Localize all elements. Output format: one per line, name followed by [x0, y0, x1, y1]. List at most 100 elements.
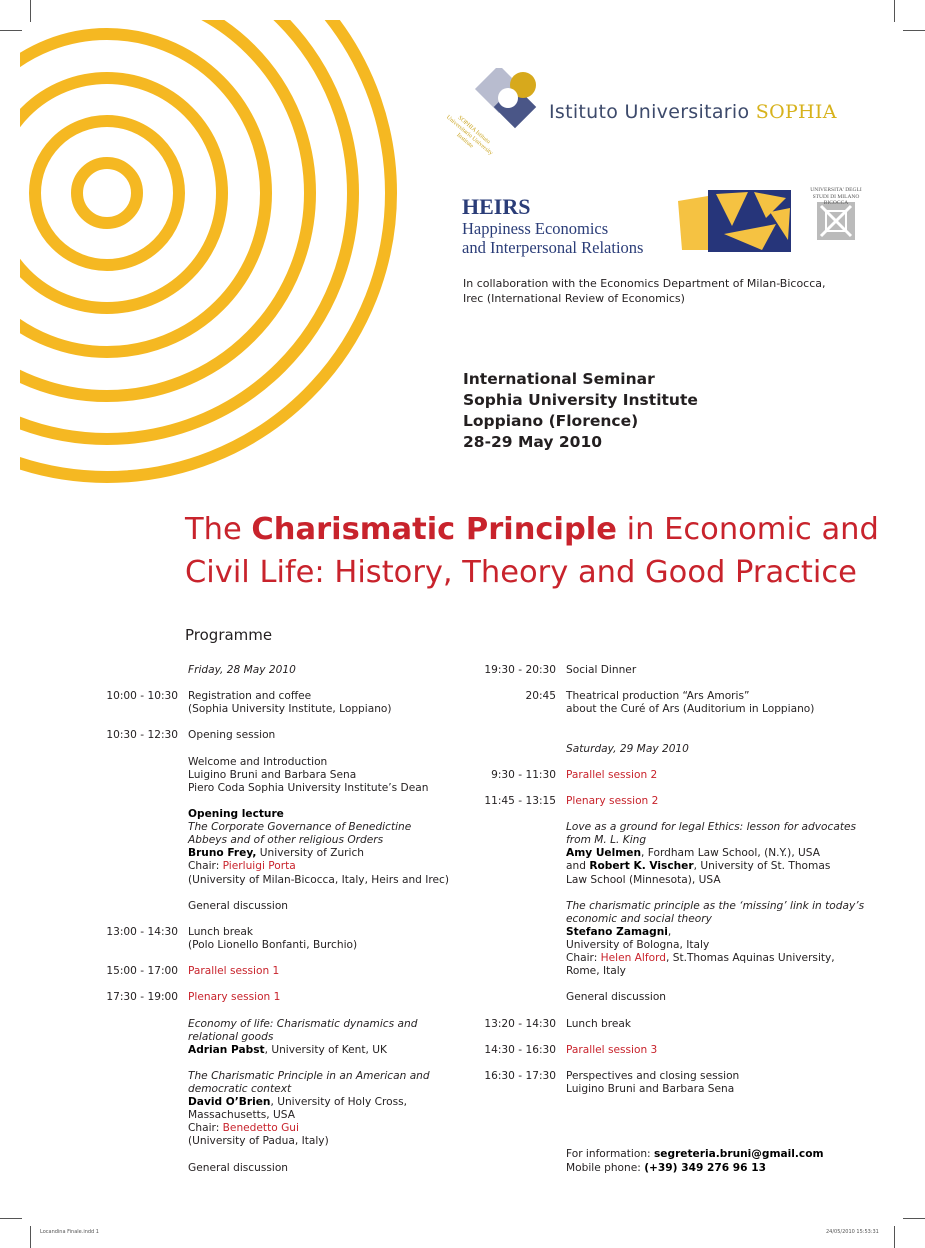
- title-suffix: in Economic and: [616, 512, 879, 547]
- programme-text: Abbeys and of other religious Orders: [188, 834, 384, 847]
- programme-text: Mobile phone:: [566, 1161, 645, 1174]
- programme-line: Bruno Frey, University of Zurich: [188, 847, 449, 860]
- programme-text: Luigino Bruni and Barbara Sena: [566, 1083, 735, 1095]
- highlighted-text: Parallel session 1: [188, 965, 280, 978]
- speaker-or-emphasis: Robert K. Vischer: [589, 860, 694, 873]
- programme-line: (University of Milan-Bicocca, Italy, Hei…: [188, 874, 449, 887]
- crop-mark: [894, 0, 895, 22]
- programme-line: General discussion: [188, 1162, 449, 1175]
- programme-line: Love as a ground for legal Ethics: lesso…: [566, 821, 864, 834]
- programme-line: The Corporate Governance of Benedictine: [188, 821, 449, 834]
- programme-text: (Sophia University Institute, Loppiano): [188, 703, 392, 716]
- spacer: [188, 978, 449, 991]
- crop-mark: [0, 30, 22, 31]
- institute-name-text: Istituto Universitario: [549, 101, 750, 123]
- spacer: [566, 1057, 864, 1070]
- programme-text: Massachusetts, USA: [188, 1109, 295, 1122]
- programme-line: Welcome and Introduction: [188, 756, 449, 769]
- seminar-dates: 28-29 May 2010: [463, 433, 603, 451]
- spacer: [188, 1057, 449, 1070]
- programme-line: Adrian Pabst, University of Kent, UK: [188, 1044, 449, 1057]
- programme-line: 19:30 - 20:30 Social Dinner: [484, 664, 864, 677]
- programme-line: The charismatic principle as the ‘missin…: [566, 900, 864, 913]
- footer-timestamp: 24/05/2010 15:53:31: [826, 1229, 879, 1235]
- programme-line: Piero Coda Sophia University Institute’s…: [188, 782, 449, 795]
- title-line-2: Civil Life: History, Theory and Good Pra…: [185, 555, 857, 590]
- programme-text: Economy of life: Charismatic dynamics an…: [188, 1017, 418, 1030]
- speaker-or-emphasis: Amy Uelmen: [566, 847, 642, 860]
- programme-text: Opening session: [188, 729, 276, 742]
- speaker-or-emphasis: (+39) 349 276 96 13: [644, 1161, 766, 1174]
- programme-line: Stefano Zamagni,: [566, 926, 864, 939]
- session-time: 20:45: [525, 690, 556, 703]
- institute-name-highlight: SOPHIA: [755, 101, 837, 123]
- spacer: [566, 782, 864, 795]
- programme-text: Chair:: [188, 860, 223, 873]
- programme-text: (University of Padua, Italy): [188, 1135, 329, 1148]
- programme-line: 16:30 - 17:30 Perspectives and closing se…: [484, 1070, 864, 1083]
- session-time: 9:30 - 11:30: [491, 768, 556, 781]
- programme-text: Social Dinner: [566, 664, 637, 676]
- programme-text: , University of Holy Cross,: [270, 1096, 408, 1109]
- spacer: [566, 756, 864, 769]
- title-prefix: The: [185, 512, 252, 547]
- programme-text: The Charismatic Principle in an American…: [188, 1069, 430, 1082]
- highlighted-text: Benedetto Gui: [222, 1122, 299, 1135]
- spacer: [566, 1135, 864, 1148]
- seminar-location: Loppiano (Florence): [463, 412, 639, 430]
- programme-line: Opening lecture: [188, 808, 449, 821]
- spacer: [188, 795, 449, 808]
- programme-text: democratic context: [188, 1083, 292, 1095]
- collaboration-line-2: Irec (International Review of Economics): [463, 292, 685, 305]
- seminar-venue: Sophia University Institute: [463, 391, 698, 409]
- session-time: 13:00 - 14:30: [106, 925, 178, 938]
- programme-text: Law School (Minnesota), USA: [566, 873, 721, 886]
- programme-text: General discussion: [566, 991, 667, 1004]
- spacer: [566, 808, 864, 821]
- programme-line: 17:30 - 19:00 Plenary session 1: [106, 991, 449, 1004]
- bicocca-logo-text: UNIVERSITA' DEGLI STUDI DI MILANO BICOCC…: [810, 187, 862, 206]
- programme-line: from M. L. King: [566, 834, 864, 847]
- programme-line: Economy of life: Charismatic dynamics an…: [188, 1018, 449, 1031]
- programme-text: , University of St. Thomas: [693, 860, 831, 873]
- heirs-title: HEIRS: [462, 194, 531, 219]
- heirs-subtitle-1: Happiness Economics: [462, 219, 609, 238]
- programme-text: Friday, 28 May 2010: [188, 664, 296, 676]
- programme-column-saturday: 19:30 - 20:30 Social Dinner 20:45 Theatrica…: [484, 664, 864, 1175]
- footer-file-name: Locandina Finale.indd 1: [40, 1229, 99, 1235]
- programme-line: The Charismatic Principle in an American…: [188, 1070, 449, 1083]
- programme-line: 14:30 - 16:30 Parallel session 3: [484, 1043, 864, 1057]
- crop-mark: [30, 0, 31, 22]
- crop-mark: [903, 30, 925, 31]
- speaker-or-emphasis: Stefano Zamagni: [566, 925, 668, 938]
- programme-line: Massachusetts, USA: [188, 1109, 449, 1122]
- speaker-or-emphasis: Bruno Frey,: [188, 847, 257, 860]
- programme-text: Lunch break: [188, 925, 254, 938]
- programme-text: ,: [667, 925, 672, 938]
- programme-line: 9:30 - 11:30 Parallel session 2: [491, 768, 864, 782]
- spacer: [188, 677, 449, 690]
- session-time: 15:00 - 17:00: [106, 965, 178, 978]
- programme-line: Law School (Minnesota), USA: [566, 874, 864, 887]
- highlighted-text: Parallel session 2: [566, 768, 658, 781]
- spacer: [566, 978, 864, 991]
- page-title: The Charismatic Principle in Economic an…: [185, 508, 879, 594]
- programme-text: Saturday, 29 May 2010: [566, 742, 689, 755]
- highlighted-text: Parallel session 3: [566, 1043, 658, 1056]
- programme-line: economic and social theory: [566, 913, 864, 926]
- programme-line: Chair: Pierluigi Porta: [188, 860, 449, 873]
- speaker-or-emphasis: segreteria.bruni@gmail.com: [654, 1148, 824, 1161]
- sophia-logo: [474, 68, 537, 129]
- programme-text: General discussion: [188, 899, 289, 912]
- programme-text: For information:: [566, 1148, 654, 1161]
- programme-line: 15:00 - 17:00 Parallel session 1: [106, 965, 449, 978]
- programme-text: Love as a ground for legal Ethics: lesso…: [566, 821, 857, 834]
- programme-line: democratic context: [188, 1083, 449, 1096]
- programme-text: Piero Coda Sophia University Institute’s…: [188, 781, 429, 794]
- programme-text: (Polo Lionello Bonfanti, Burchio): [188, 938, 358, 951]
- programme-line: (Polo Lionello Bonfanti, Burchio): [188, 939, 449, 952]
- programme-text: University of Bologna, Italy: [566, 938, 710, 951]
- programme-text: relational goods: [188, 1030, 274, 1043]
- programme-text: The Corporate Governance of Benedictine: [188, 821, 412, 834]
- programme-line: For information: segreteria.bruni@gmail.…: [566, 1148, 864, 1161]
